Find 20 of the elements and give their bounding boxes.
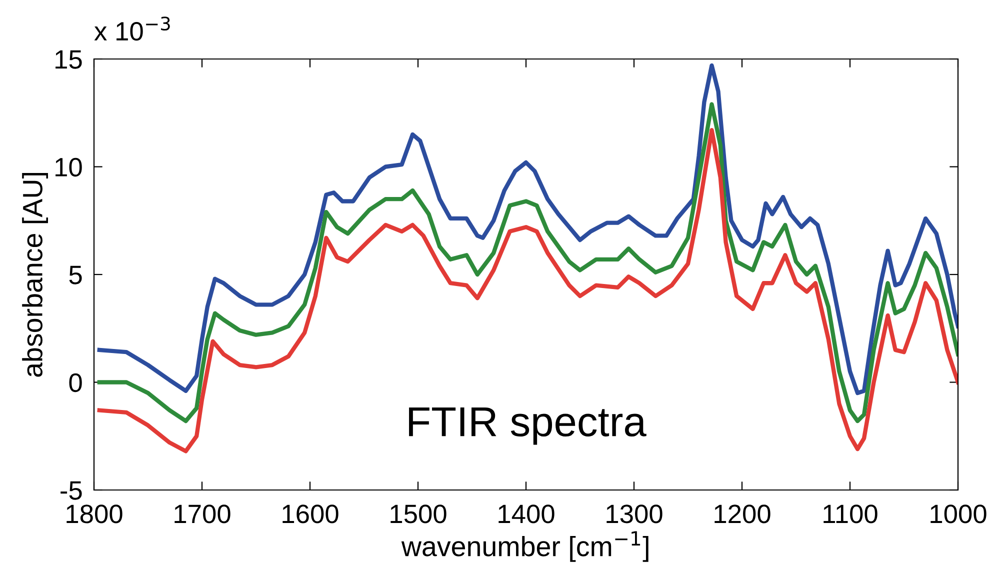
text: x 10$^{−3}$	[94, 16, 170, 41]
line-series	[97, 128, 958, 454]
annotation: FTIR spectra	[409, 407, 646, 445]
x-tick-label: 1300	[606, 504, 662, 524]
x-tick-label: 1800	[66, 504, 122, 524]
y-tick-label: 0	[69, 373, 82, 392]
x-tick-label: 1600	[282, 504, 338, 524]
x-tick-label: 1200	[714, 504, 770, 524]
x-tick-label: 1700	[174, 504, 230, 524]
y-tick-label: 5	[69, 266, 82, 284]
line-series	[97, 63, 958, 396]
y-axis-title: absorbance [AU]	[22, 173, 48, 377]
y-tick-label: -5	[60, 481, 82, 500]
y-tick-label: 10	[56, 158, 82, 177]
x-tick-label: 1000	[930, 504, 986, 524]
x-tick-label: 1400	[498, 504, 554, 524]
x-tick-label: 1100	[824, 504, 878, 524]
y-tick-label: 15	[56, 50, 82, 69]
x-axis-title: wavenumber [cm$^{−1}$]	[401, 531, 648, 562]
x-tick-label: 1500	[390, 504, 446, 524]
